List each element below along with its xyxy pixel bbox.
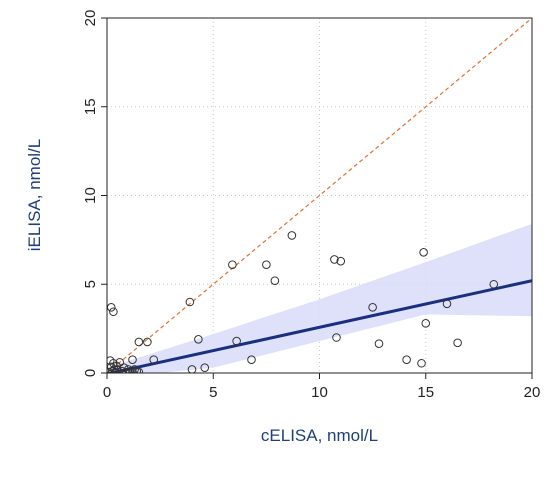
- x-tick-label: 0: [103, 384, 111, 401]
- data-point: [402, 355, 411, 364]
- x-tick-label: 5: [209, 384, 217, 401]
- data-point: [107, 303, 116, 312]
- data-point: [126, 366, 135, 373]
- data-point: [336, 256, 346, 266]
- y-tick-label: 10: [82, 187, 99, 204]
- data-point: [330, 255, 339, 264]
- data-point: [134, 367, 144, 373]
- data-point: [442, 299, 452, 309]
- data-point: [374, 339, 384, 349]
- data-point: [332, 333, 341, 342]
- data-point: [185, 297, 195, 307]
- x-axis: 0 5 10 15 20: [103, 373, 541, 401]
- data-point: [107, 367, 114, 373]
- x-tick-label: 15: [417, 384, 434, 401]
- data-point: [121, 367, 131, 373]
- data-point: [270, 276, 280, 286]
- data-point: [417, 358, 426, 368]
- data-point: [109, 307, 118, 317]
- data-point: [247, 355, 256, 364]
- data-point: [119, 363, 129, 372]
- y-axis-title: iELISA, nmol/L: [25, 139, 44, 251]
- data-point: [368, 303, 377, 312]
- data-point: [128, 355, 137, 364]
- x-tick-label: 20: [524, 384, 541, 401]
- data-point: [194, 334, 203, 344]
- data-point: [419, 248, 428, 257]
- x-tick-label: 10: [311, 384, 328, 401]
- data-point: [149, 355, 159, 364]
- data-point: [115, 358, 125, 367]
- regression-line: [107, 279, 532, 373]
- y-tick-label: 20: [82, 10, 99, 27]
- data-point: [232, 336, 241, 346]
- data-point: [111, 367, 120, 373]
- data-point: [143, 337, 152, 347]
- data-point: [200, 363, 210, 372]
- data-point: [287, 231, 297, 240]
- data-point: [228, 260, 237, 270]
- x-axis-title: cELISA, nmol/L: [261, 426, 378, 445]
- data-point: [421, 319, 431, 328]
- y-tick-label: 15: [82, 98, 99, 115]
- data-point: [453, 338, 462, 348]
- identity-line: [107, 18, 532, 373]
- data-point: [134, 337, 144, 347]
- data-point: [108, 366, 117, 373]
- data-point: [262, 260, 271, 270]
- y-tick-label: 5: [82, 280, 99, 288]
- data-point: [132, 366, 142, 373]
- data-point: [489, 279, 499, 289]
- y-axis: 0 5 10 15 20: [82, 10, 107, 377]
- data-point: [187, 365, 197, 373]
- data-point: [130, 365, 139, 373]
- confidence-band: [107, 223, 532, 373]
- data-point: [128, 367, 137, 373]
- plot-area: [107, 18, 532, 373]
- y-tick-label: 0: [82, 369, 99, 377]
- data-point: [123, 365, 133, 373]
